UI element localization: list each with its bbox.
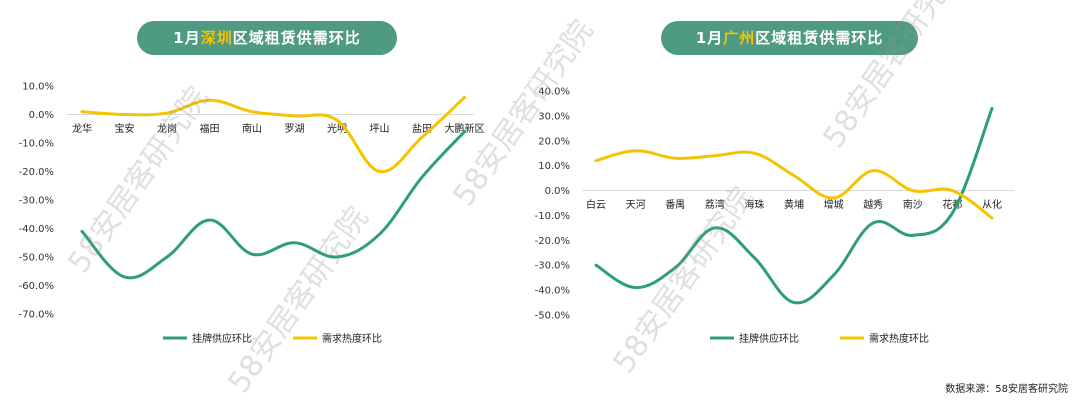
legend-label: 挂牌供应环比 [192, 332, 252, 345]
category-label: 龙华 [72, 122, 92, 135]
y-tick-label: 0.0% [29, 110, 54, 121]
y-tick-label: -10.0% [19, 139, 54, 150]
category-label: 黄埔 [784, 198, 804, 211]
demand-series-line [594, 149, 994, 220]
city-highlight: 广州 [723, 29, 756, 47]
legend-label: 需求热度环比 [869, 332, 929, 345]
category-label: 大鹏新区 [445, 122, 485, 135]
y-tick-label: -50.0% [19, 253, 54, 264]
y-tick-label: -50.0% [535, 311, 570, 322]
category-label: 从化 [982, 198, 1002, 211]
category-label: 荔湾 [705, 198, 725, 211]
y-tick-label: 40.0% [538, 87, 570, 98]
supply-series-line [594, 106, 994, 305]
y-tick-label: -30.0% [19, 196, 54, 207]
category-label: 增城 [824, 198, 844, 211]
category-label: 天河 [626, 199, 646, 211]
category-label: 宝安 [115, 122, 135, 135]
category-label: 越秀 [863, 198, 883, 211]
category-label: 南沙 [903, 198, 923, 211]
chart-title-guangzhou: 1月广州区域租赁供需环比 [661, 21, 918, 55]
y-tick-label: 30.0% [538, 111, 570, 122]
y-tick-label: 0.0% [545, 186, 570, 197]
city-highlight: 深圳 [200, 29, 233, 47]
y-tick-label: -60.0% [19, 281, 54, 292]
category-label: 坪山 [370, 122, 390, 135]
y-tick-label: -10.0% [535, 211, 570, 222]
legend-label: 挂牌供应环比 [739, 332, 799, 345]
y-tick-label: -70.0% [19, 310, 54, 321]
category-label: 南山 [242, 122, 262, 135]
y-tick-label: -20.0% [19, 167, 54, 178]
category-label: 罗湖 [285, 123, 305, 135]
y-tick-label: -20.0% [535, 236, 570, 247]
demand-series-line [80, 95, 466, 174]
data-source: 数据来源：58安居客研究院 [945, 384, 1068, 395]
y-tick-label: -40.0% [535, 286, 570, 297]
category-label: 龙岗 [157, 122, 177, 135]
category-label: 番禺 [665, 199, 685, 211]
category-label: 白云 [586, 198, 606, 211]
y-tick-label: -30.0% [535, 261, 570, 272]
supply-series-line [80, 130, 466, 280]
category-label: 福田 [200, 122, 220, 135]
category-label: 海珠 [744, 198, 764, 211]
y-tick-label: 20.0% [538, 136, 570, 147]
y-tick-label: 10.0% [538, 161, 570, 172]
legend-label: 需求热度环比 [322, 332, 382, 345]
y-tick-label: -40.0% [19, 224, 54, 235]
y-tick-label: 10.0% [22, 82, 54, 93]
chart-title-shenzhen: 1月深圳区域租赁供需环比 [137, 21, 397, 55]
